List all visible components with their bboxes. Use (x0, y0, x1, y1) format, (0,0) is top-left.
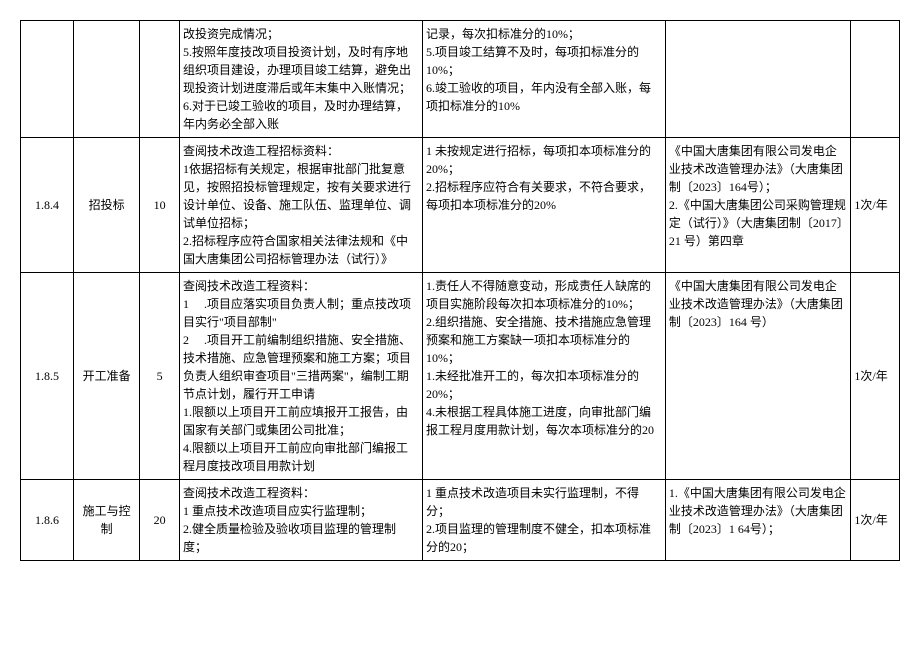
cell-name: 开工准备 (74, 273, 140, 480)
cell-id: 1.8.4 (21, 138, 74, 273)
table-row: 改投资完成情况； 5.按照年度技改项目投资计划，及时有序地组织项目建设，办理项目… (21, 21, 900, 138)
cell-standard: 1 重点技术改造项目未实行监理制，不得分； 2.项目监理的管理制度不健全，扣本项… (422, 480, 665, 561)
cell-content: 查阅技术改造工程资料： 1 .项目应落实项目负责人制；重点技改项目实行"项目部制… (180, 273, 423, 480)
cell-standard: 1 未按规定进行招标，每项扣本项标准分的20%； 2.招标程序应符合有关要求，不… (422, 138, 665, 273)
cell-frequency: 1次/年 (851, 138, 900, 273)
cell-frequency: 1次/年 (851, 273, 900, 480)
cell-frequency (851, 21, 900, 138)
cell-content: 查阅技术改造工程资料： 1 重点技术改造项目应实行监理制； 2.健全质量检验及验… (180, 480, 423, 561)
cell-id: 1.8.5 (21, 273, 74, 480)
cell-standard: 记录，每次扣标准分的10%； 5.项目竣工结算不及时，每项扣标准分的10%； 6… (422, 21, 665, 138)
cell-name (74, 21, 140, 138)
cell-content: 改投资完成情况； 5.按照年度技改项目投资计划，及时有序地组织项目建设，办理项目… (180, 21, 423, 138)
cell-reference (665, 21, 851, 138)
table-row: 1.8.5 开工准备 5 查阅技术改造工程资料： 1 .项目应落实项目负责人制；… (21, 273, 900, 480)
cell-reference: 《中国大唐集团有限公司发电企业技术改造管理办法》（大唐集团制〔2023〕164 … (665, 273, 851, 480)
cell-reference: 1.《中国大唐集团有限公司发电企业技术改造管理办法》（大唐集团制〔2023〕1 … (665, 480, 851, 561)
cell-score (140, 21, 180, 138)
cell-id (21, 21, 74, 138)
table-row: 1.8.4 招投标 10 查阅技术改造工程招标资料： 1依据招标有关规定，根据审… (21, 138, 900, 273)
cell-reference: 《中国大唐集团有限公司发电企业技术改造管理办法》（大唐集团制〔2023〕164号… (665, 138, 851, 273)
cell-score: 5 (140, 273, 180, 480)
table-row: 1.8.6 施工与控制 20 查阅技术改造工程资料： 1 重点技术改造项目应实行… (21, 480, 900, 561)
cell-score: 10 (140, 138, 180, 273)
cell-name: 施工与控制 (74, 480, 140, 561)
cell-id: 1.8.6 (21, 480, 74, 561)
cell-content: 查阅技术改造工程招标资料： 1依据招标有关规定，根据审批部门批复意见，按照招投标… (180, 138, 423, 273)
cell-frequency: 1次/年 (851, 480, 900, 561)
cell-name: 招投标 (74, 138, 140, 273)
cell-score: 20 (140, 480, 180, 561)
cell-standard: 1.责任人不得随意变动，形成责任人缺席的项目实施阶段每次扣本项标准分的10%； … (422, 273, 665, 480)
main-table: 改投资完成情况； 5.按照年度技改项目投资计划，及时有序地组织项目建设，办理项目… (20, 20, 900, 561)
